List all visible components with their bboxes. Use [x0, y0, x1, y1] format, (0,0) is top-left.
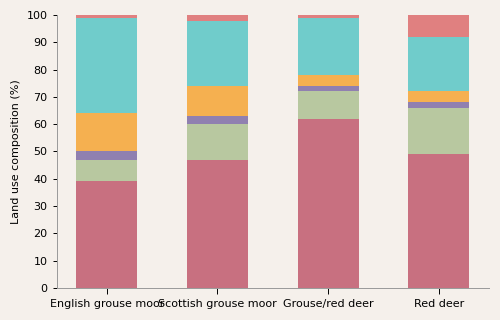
Bar [298, 15, 358, 18]
Bar [76, 151, 137, 160]
Bar [408, 108, 469, 154]
Bar [298, 92, 358, 119]
Bar [187, 160, 248, 288]
Bar [187, 116, 248, 124]
Bar [187, 15, 248, 20]
Bar [76, 15, 137, 18]
Y-axis label: Land use composition (%): Land use composition (%) [11, 79, 21, 224]
Bar [408, 37, 469, 92]
Bar [408, 15, 469, 37]
Bar [298, 18, 358, 75]
Bar [76, 181, 137, 288]
Bar [298, 86, 358, 92]
Bar [408, 92, 469, 102]
Bar [187, 20, 248, 86]
Bar [408, 154, 469, 288]
Bar [298, 119, 358, 288]
Bar [408, 102, 469, 108]
Bar [76, 18, 137, 113]
Bar [187, 86, 248, 116]
Bar [76, 113, 137, 151]
Bar [298, 75, 358, 86]
Bar [187, 124, 248, 160]
Bar [76, 160, 137, 181]
